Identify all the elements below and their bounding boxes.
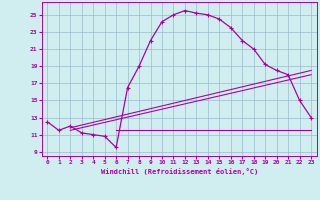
X-axis label: Windchill (Refroidissement éolien,°C): Windchill (Refroidissement éolien,°C) (100, 168, 258, 175)
